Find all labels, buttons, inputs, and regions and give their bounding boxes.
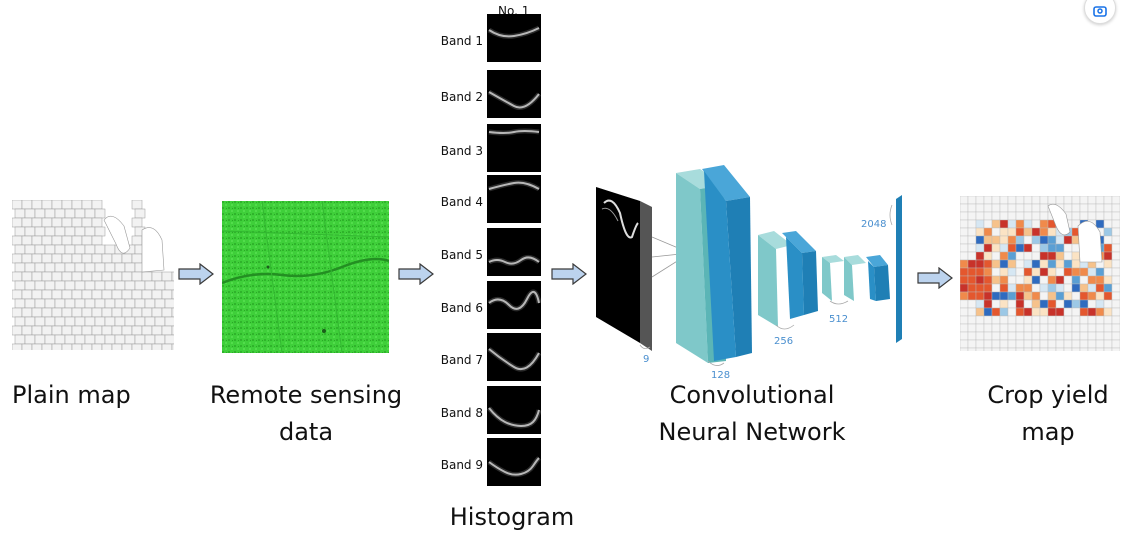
cnn-input-block	[596, 187, 652, 351]
cnn-dim-512: 512	[829, 314, 849, 325]
crop-yield-map-image	[960, 196, 1120, 351]
lens-icon	[1093, 6, 1107, 17]
caption-cnn-line1: Convolutional	[669, 381, 835, 409]
band-label: Band 5	[440, 248, 483, 262]
band-label: Band 1	[440, 34, 483, 48]
plain-map-image	[12, 200, 174, 350]
arrow-right-icon	[398, 263, 434, 285]
band-label: Band 6	[440, 301, 483, 315]
arrow-right-icon	[551, 263, 587, 285]
band-label: Band 4	[440, 195, 483, 209]
arrow-right-icon	[178, 263, 214, 285]
histogram-strip	[487, 386, 541, 434]
caption-crop-yield-line2: map	[1021, 418, 1075, 446]
cnn-layer-256	[758, 231, 818, 327]
remote-sensing-image	[222, 201, 389, 353]
histogram-strip	[487, 14, 541, 62]
band-label: Band 9	[440, 458, 483, 472]
cnn-diagram	[596, 165, 902, 366]
cnn-layer-128	[676, 165, 752, 363]
lens-button[interactable]	[1084, 0, 1116, 24]
histogram-strip	[487, 70, 541, 118]
cnn-dim-128: 128	[711, 370, 731, 381]
histogram-strip	[487, 438, 541, 486]
histogram-strip	[487, 124, 541, 172]
caption-cnn-line2: Neural Network	[658, 418, 846, 446]
cnn-dim-256: 256	[774, 336, 794, 347]
cnn-layer-2048	[896, 195, 902, 343]
histogram-strip	[487, 228, 541, 276]
caption-plain-map: Plain map	[12, 381, 131, 409]
band-label: Band 3	[440, 144, 483, 158]
caption-crop-yield-line1: Crop yield	[987, 381, 1109, 409]
histogram-strip	[487, 281, 541, 329]
caption-remote-sensing-line2: data	[278, 418, 334, 446]
band-label: Band 2	[440, 90, 483, 104]
arrow-right-icon	[917, 267, 953, 289]
band-label: Band 8	[440, 406, 483, 420]
caption-remote-sensing-line1: Remote sensing	[209, 381, 403, 409]
cnn-dim-9: 9	[643, 354, 650, 365]
caption-histogram: Histogram	[449, 503, 575, 531]
histogram-strip	[487, 333, 541, 381]
histogram-strip	[487, 175, 541, 223]
cnn-dim-2048: 2048	[861, 219, 887, 230]
band-label: Band 7	[440, 353, 483, 367]
cnn-layer-512	[822, 255, 890, 301]
